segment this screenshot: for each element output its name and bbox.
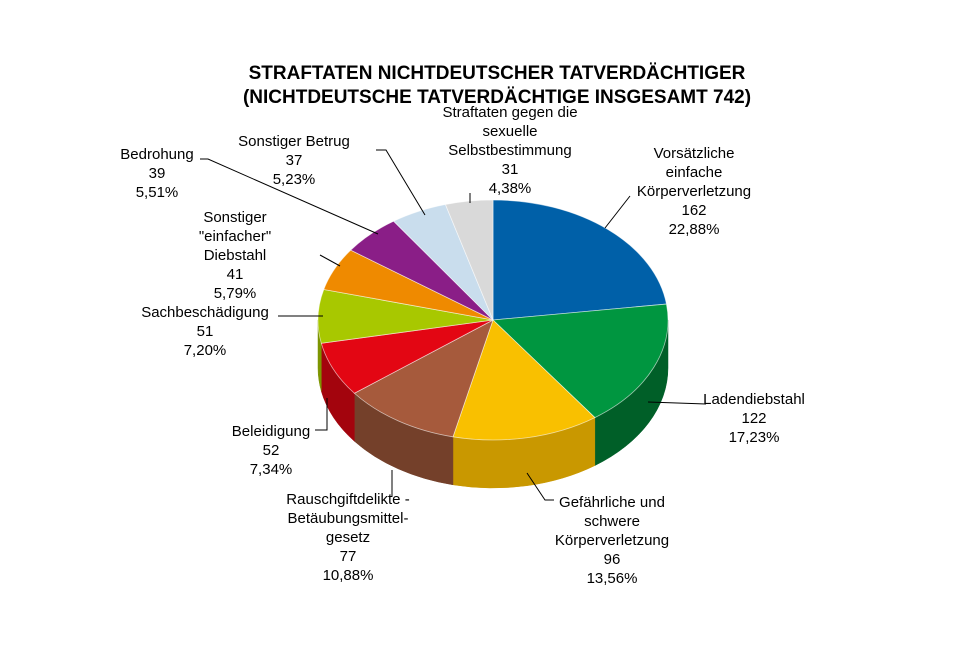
slice-label-percent: 5,51% [136, 184, 179, 201]
slice-label-value: 162 [681, 202, 706, 219]
slice-label-name: Gefährliche und [559, 494, 665, 511]
slice-label-name: Bedrohung [120, 146, 193, 163]
slice-rauschgiftdelikte-bet-ubungsmittel-gesetz [353, 319, 494, 438]
chart-title-line-1: STRAFTATEN NICHTDEUTSCHER TATVERDÄCHTIGE… [249, 63, 746, 84]
slice-label-name: Sonstiger Betrug [238, 133, 350, 150]
slice-label-value: 37 [286, 152, 303, 169]
slice-label-percent: 22,88% [669, 221, 720, 238]
slice-label-sachbesch-digung: Sachbeschädigung 51 7,20% [141, 304, 269, 359]
leader-line-ladendiebstahl [647, 401, 707, 405]
slice-label-name: sexuelle [482, 123, 537, 140]
chart-title-line-2: (NICHTDEUTSCHE TATVERDÄCHTIGE INSGESAMT … [243, 87, 751, 108]
slice-label-sonstiger-betrug: Sonstiger Betrug 37 5,23% [238, 133, 350, 188]
leader-line-gef-hrliche-und-schwere-k-rperverletzung [526, 472, 554, 501]
slice-label-straftaten-gegen-die-sexuelle-selbstbestimmung: Straftaten gegen die sexuelle Selbstbestim… [442, 104, 577, 197]
slice-label-percent: 13,56% [587, 570, 638, 587]
leader-line-sonstiger-betrug [376, 149, 426, 216]
slice-label-name: Rauschgiftdelikte - [286, 491, 409, 508]
slice-label-name: schwere [584, 513, 640, 530]
slice-straftaten-gegen-die-sexuelle-selbstbestimmung [444, 199, 494, 321]
slice-label-value: 77 [340, 548, 357, 565]
slice-label-name: Sonstiger [203, 209, 266, 226]
slice-label-percent: 7,20% [184, 342, 227, 359]
slice-label-percent: 4,38% [489, 180, 532, 197]
slice-label-name: Beleidigung [232, 423, 310, 440]
slice-label-bedrohung: Bedrohung 39 5,51% [120, 146, 193, 201]
slice-label-name: Straftaten gegen die [442, 104, 577, 121]
leader-line-beleidigung [315, 398, 328, 431]
leader-line-bedrohung [200, 158, 379, 235]
slice-ladendiebstahl [492, 303, 669, 419]
slice-label-name: Körperverletzung [555, 532, 669, 549]
slice-label-value: 41 [227, 266, 244, 283]
slice-label-sonstiger-einfacher-diebstahl: Sonstiger "einfacher" Diebstahl 41 5,79% [199, 209, 271, 302]
slice-labels: Vorsätzliche einfache Körperverletzung 162 2… [120, 104, 805, 587]
slice-label-ladendiebstahl: Ladendiebstahl 122 17,23% [703, 391, 805, 446]
pie-slices [317, 199, 669, 441]
slice-label-value: 122 [741, 410, 766, 427]
slice-label-beleidigung: Beleidigung 52 7,34% [232, 423, 310, 478]
slice-label-value: 96 [604, 551, 621, 568]
slice-label-vors-tzliche-einfache-k-rperverletzung: Vorsätzliche einfache Körperverletzung 162 2… [637, 145, 751, 238]
slice-label-name: gesetz [326, 529, 370, 546]
leader-line-vors-tzliche-einfache-k-rperverletzung [604, 195, 631, 229]
slice-vors-tzliche-einfache-k-rperverletzung [492, 199, 667, 321]
slice-label-name: Selbstbestimmung [448, 142, 571, 159]
slice-label-value: 51 [197, 323, 214, 340]
slice-label-name: Vorsätzliche [654, 145, 735, 162]
slice-label-name: "einfacher" [199, 228, 271, 245]
slice-label-name: Ladendiebstahl [703, 391, 805, 408]
slice-label-name: Körperverletzung [637, 183, 751, 200]
slice-label-percent: 5,79% [214, 285, 257, 302]
slice-label-percent: 17,23% [729, 429, 780, 446]
slice-label-name: Diebstahl [204, 247, 267, 264]
slice-label-value: 52 [263, 442, 280, 459]
leader-line-sonstiger-einfacher-diebstahl [319, 254, 341, 267]
slice-label-gef-hrliche-und-schwere-k-rperverletzung: Gefährliche und schwere Körperverletzung 96… [555, 494, 669, 587]
slice-label-rauschgiftdelikte-bet-ubungsmittel-gesetz: Rauschgiftdelikte - Betäubungsmittel-gese… [286, 491, 409, 584]
slice-label-percent: 5,23% [273, 171, 316, 188]
slice-label-value: 31 [502, 161, 519, 178]
slice-label-name: Sachbeschädigung [141, 304, 269, 321]
leader-lines [200, 149, 707, 501]
slice-gef-hrliche-und-schwere-k-rperverletzung [452, 319, 596, 441]
slice-label-value: 39 [149, 165, 166, 182]
slice-label-name: einfache [666, 164, 723, 181]
slice-label-name: Betäubungsmittel- [288, 510, 409, 527]
slice-label-percent: 10,88% [323, 567, 374, 584]
pie-sides [317, 319, 669, 489]
slice-label-percent: 7,34% [250, 461, 293, 478]
